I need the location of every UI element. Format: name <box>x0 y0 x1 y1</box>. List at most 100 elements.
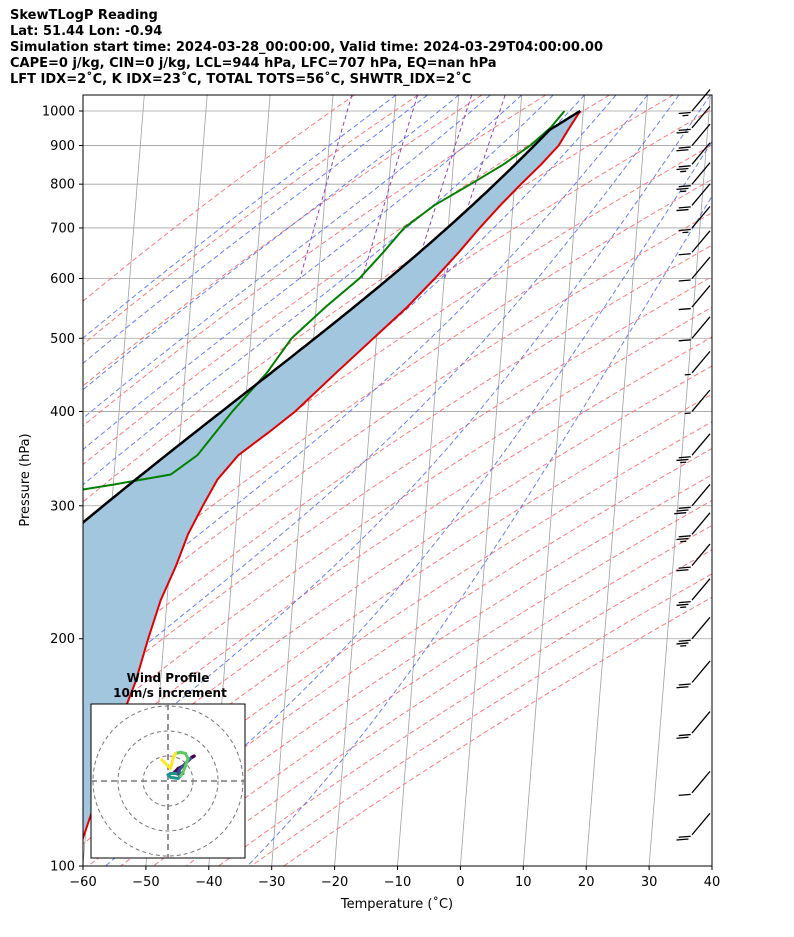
wind-barb <box>678 206 711 234</box>
x-tick-label: 30 <box>641 875 658 890</box>
header-times: Simulation start time: 2024-03-28_00:00:… <box>10 40 603 55</box>
mixing-ratio-line <box>299 95 353 279</box>
mixing-ratio-line <box>361 95 419 279</box>
dry-adiabat <box>83 244 712 672</box>
parcel-line <box>83 109 581 525</box>
wind-barb <box>678 256 711 282</box>
hodograph-plot <box>91 704 245 858</box>
dry-adiabat <box>83 95 547 427</box>
header-indices-1: CAPE=0 j/kg, CIN=0 j/kg, LCL=944 hPa, LF… <box>10 56 497 71</box>
wind-barb <box>676 142 711 173</box>
dry-adiabat <box>218 549 712 866</box>
wind-barb <box>684 389 711 415</box>
dry-adiabat <box>87 447 712 866</box>
cin-cape-area <box>83 111 581 838</box>
wind-barb <box>678 316 711 342</box>
wind-barb <box>676 123 711 152</box>
y-tick-label: 800 <box>50 178 75 193</box>
y-tick-label: 400 <box>50 405 75 420</box>
dry-adiabat <box>83 95 610 466</box>
dry-adiabat <box>283 596 712 866</box>
wind-barb <box>676 105 711 134</box>
isotherm <box>711 860 712 866</box>
moist-adiabat <box>247 195 712 866</box>
moist-adiabat <box>83 95 460 391</box>
moist-adiabat <box>83 95 648 629</box>
instability-shading <box>83 111 581 838</box>
moist-adiabat <box>83 95 523 451</box>
wind-barb <box>676 660 711 689</box>
hodograph-segment <box>160 758 167 765</box>
hodograph-title: Wind Profile <box>127 671 210 685</box>
wind-barb <box>676 711 711 739</box>
isotherm <box>0 95 18 866</box>
dry-adiabat <box>83 95 355 302</box>
header-location: Lat: 51.44 Lon: -0.94 <box>10 24 163 39</box>
header-indices-2: LFT IDX=2˚C, K IDX=23˚C, TOTAL TOTS=56˚C… <box>10 72 472 87</box>
wind-barb <box>676 183 711 212</box>
x-tick-label: −30 <box>258 875 285 890</box>
wind-barb <box>676 616 711 647</box>
dry-adiabat <box>83 212 712 640</box>
moist-adiabat <box>83 95 397 339</box>
x-tick-label: 10 <box>515 875 532 890</box>
dry-adiabat <box>83 276 712 703</box>
x-tick-label: 40 <box>704 875 721 890</box>
header-title: SkewTLogP Reading <box>10 8 158 23</box>
moist-adiabat <box>105 140 712 866</box>
isotherm <box>585 95 648 866</box>
moist-adiabat <box>83 95 711 781</box>
y-tick-label: 700 <box>50 221 75 236</box>
wind-barb <box>678 770 711 797</box>
profile-lines <box>83 109 582 842</box>
x-tick-label: 20 <box>578 875 595 890</box>
y-tick-label: 1000 <box>42 104 75 119</box>
x-tick-label: −40 <box>195 875 222 890</box>
y-tick-label: 100 <box>50 860 75 875</box>
isotherm <box>522 95 585 866</box>
axes: −60 −50 −40 −30 −20 −10 0 10 20 30 40 100 200 300 400 5… <box>42 104 720 890</box>
isotherm <box>775 95 794 866</box>
moist-adiabat <box>83 95 428 364</box>
hodograph-ring <box>117 730 219 832</box>
wind-barb <box>676 812 711 841</box>
wind-barb <box>678 89 711 117</box>
y-tick-label: 900 <box>50 139 75 154</box>
isotherm <box>648 95 711 866</box>
wind-barb <box>678 285 711 311</box>
x-tick-label: −20 <box>321 875 348 890</box>
wind-barb <box>676 433 711 464</box>
dry-adiabat <box>185 524 712 866</box>
moist-adiabat <box>83 95 680 697</box>
x-axis-label: Temperature (˚C) <box>340 896 453 912</box>
x-tick-label: −60 <box>69 875 96 890</box>
moist-adiabat <box>83 95 491 419</box>
y-tick-label: 200 <box>50 632 75 647</box>
dry-adiabat <box>250 573 712 866</box>
wind-barbs <box>674 89 711 841</box>
wind-barb <box>676 512 711 543</box>
dewpoint-line <box>83 110 566 491</box>
wind-barb <box>684 350 711 376</box>
temperature-line <box>83 110 582 842</box>
isotherm <box>271 95 334 866</box>
wind-barb <box>676 578 711 609</box>
y-tick-label: 600 <box>50 272 75 287</box>
y-tick-label: 500 <box>50 332 75 347</box>
wind-barb <box>676 162 711 193</box>
dry-adiabat <box>120 474 712 866</box>
isotherm <box>460 95 523 866</box>
x-tick-label: −10 <box>384 875 411 890</box>
x-tick-label: −50 <box>132 875 159 890</box>
y-tick-label: 300 <box>50 499 75 514</box>
wind-barb <box>674 483 711 515</box>
wind-barb <box>676 543 711 572</box>
isotherm <box>334 95 397 866</box>
dry-adiabat <box>83 393 712 818</box>
wind-barb <box>678 230 711 256</box>
dry-adiabat <box>83 306 712 733</box>
y-axis-label: Pressure (hPa) <box>18 433 33 526</box>
dry-adiabat <box>83 95 674 503</box>
